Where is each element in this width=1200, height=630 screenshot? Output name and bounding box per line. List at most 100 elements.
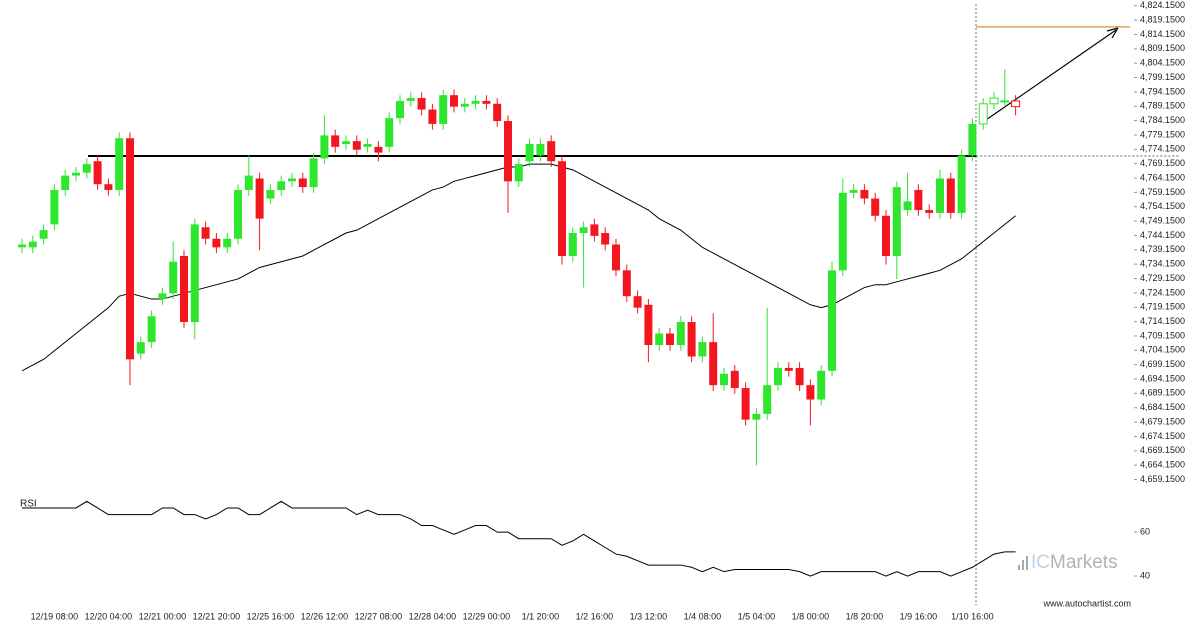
x-tick-label: 1/8 20:00 (846, 611, 884, 621)
candle-body (676, 322, 685, 345)
candle-body (536, 143, 545, 156)
candle-body (72, 172, 80, 176)
x-tick-label: 12/27 08:00 (355, 611, 403, 621)
candle-body (568, 233, 577, 256)
candle-body (838, 192, 847, 271)
candle-body (784, 367, 793, 371)
y-tick-label: 4,779.1500 (1140, 129, 1185, 139)
candle-body (655, 333, 664, 345)
candle-body (558, 161, 566, 256)
candle-body (968, 123, 977, 156)
y-tick-label: 4,789.1500 (1140, 101, 1185, 111)
rsi-tick-label: 60 (1140, 527, 1150, 537)
candle-body (266, 189, 275, 199)
candle-body (989, 97, 999, 105)
candle-body (601, 233, 610, 245)
y-tick-label: 4,669.1500 (1140, 445, 1185, 455)
y-tick-label: 4,799.1500 (1140, 72, 1185, 82)
brand-prefix: IC (1031, 552, 1050, 573)
candle-body (82, 164, 91, 173)
logo-bar (1026, 556, 1028, 570)
y-tick-label: 4,724.1500 (1140, 287, 1185, 297)
y-tick-label: 4,674.1500 (1140, 431, 1185, 441)
candle-body (579, 227, 588, 234)
y-tick-label: 4,664.1500 (1140, 460, 1185, 470)
candle-body (298, 178, 307, 188)
candle-body (417, 98, 426, 110)
candle-body (385, 118, 394, 147)
x-tick-label: 1/1 20:00 (522, 611, 560, 621)
x-tick-label: 12/21 00:00 (139, 611, 187, 621)
x-tick-label: 1/8 00:00 (792, 611, 830, 621)
y-tick-label: 4,709.1500 (1140, 330, 1185, 340)
candle-body (752, 413, 761, 420)
forecast-arrow (982, 29, 1117, 123)
candle-body (244, 175, 253, 190)
x-tick-label: 12/21 20:00 (193, 611, 241, 621)
candle-body (860, 189, 869, 199)
x-tick-label: 1/2 16:00 (576, 611, 614, 621)
y-tick-label: 4,679.1500 (1140, 416, 1185, 426)
candle-body (687, 322, 696, 357)
y-tick-label: 4,704.1500 (1140, 345, 1185, 355)
candle-body (871, 198, 880, 216)
candle-body (763, 385, 772, 414)
y-tick-label: 4,774.1500 (1140, 144, 1185, 154)
y-tick-label: 4,694.1500 (1140, 373, 1185, 383)
y-tick-label: 4,714.1500 (1140, 316, 1185, 326)
candle-body (828, 270, 836, 371)
x-tick-label: 1/10 16:00 (951, 611, 994, 621)
y-tick-label: 4,739.1500 (1140, 244, 1185, 254)
candle-body (774, 367, 782, 386)
y-tick-label: 4,769.1500 (1140, 158, 1185, 168)
y-tick-label: 4,814.1500 (1140, 29, 1185, 39)
candle-body (1000, 100, 1010, 103)
candle-body (277, 181, 286, 190)
candle-body (504, 121, 512, 182)
y-tick-label: 4,699.1500 (1140, 359, 1185, 369)
candle-body (352, 141, 361, 150)
candle-body (126, 138, 134, 360)
candle-body (212, 238, 221, 248)
logo-bar (1018, 565, 1020, 570)
candle-body (115, 138, 124, 190)
candle-body (169, 261, 178, 294)
candle-body (525, 143, 534, 162)
y-tick-label: 4,809.1500 (1140, 43, 1185, 53)
candle-body (946, 178, 955, 213)
candle-body (978, 103, 988, 125)
y-tick-label: 4,804.1500 (1140, 58, 1185, 68)
candle-body (396, 100, 404, 119)
candle-body (698, 342, 707, 357)
x-tick-label: 12/28 04:00 (409, 611, 457, 621)
logo-bar (1022, 560, 1024, 570)
candle-body (39, 230, 48, 239)
y-tick-label: 4,819.1500 (1140, 14, 1185, 24)
candle-body (892, 187, 901, 256)
x-tick-label: 12/26 12:00 (301, 611, 349, 621)
brand-logo: IC Markets (1018, 552, 1118, 573)
candle-body (28, 241, 37, 248)
candle-body (309, 158, 318, 188)
footer: www.autochartist.com (1042, 598, 1131, 608)
rsi-tick-label: 40 (1140, 570, 1150, 580)
candle-body (644, 304, 653, 345)
y-tick-label: 4,684.1500 (1140, 402, 1185, 412)
rsi-line (22, 500, 1016, 577)
candle-body (903, 201, 912, 211)
y-tick-label: 4,659.1500 (1140, 474, 1185, 484)
candle-body (320, 135, 329, 159)
candle-body (730, 370, 739, 389)
y-tick-label: 4,749.1500 (1140, 215, 1185, 225)
candle-body (795, 367, 804, 386)
candle-body (482, 100, 491, 104)
x-tick-label: 12/29 00:00 (463, 611, 511, 621)
y-tick-label: 4,824.1500 (1140, 0, 1185, 10)
candle-body (925, 210, 934, 213)
candle-body (136, 342, 145, 354)
x-tick-label: 1/4 08:00 (684, 611, 722, 621)
candle-body (147, 316, 156, 343)
candle-body (914, 189, 923, 211)
candle-body (817, 370, 826, 400)
candle-body (709, 342, 718, 386)
